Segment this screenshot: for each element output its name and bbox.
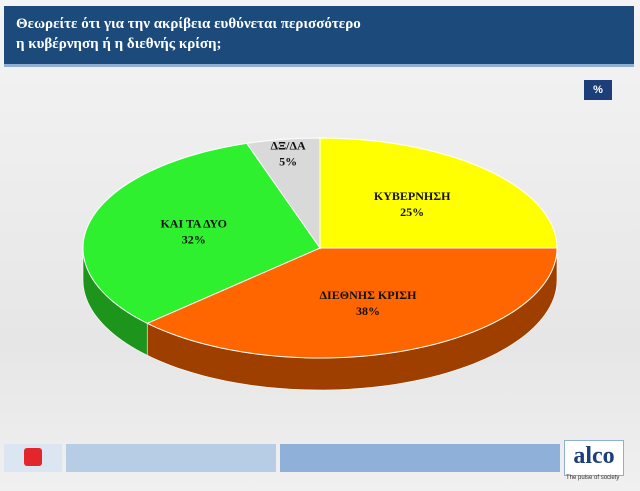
logo: alco <box>564 440 624 476</box>
footer-segment <box>66 444 276 472</box>
footer-segment <box>4 444 62 472</box>
logo-text: alco <box>573 443 615 469</box>
footer: alco <box>4 440 636 476</box>
footer-segment <box>280 444 560 472</box>
header: Θεωρείτε ότι για την ακρίβεια ευθύνεται … <box>4 6 634 67</box>
slice <box>82 142 321 356</box>
chart-title: Θεωρείτε ότι για την ακρίβεια ευθύνεται … <box>16 16 361 52</box>
slice-top <box>245 137 321 250</box>
slice <box>319 137 558 249</box>
tagline: The pulse of society <box>566 475 620 481</box>
data-label: 5% <box>279 154 297 168</box>
slice-top <box>82 142 321 324</box>
slice-label: ΔΞ/ΔΑ <box>271 138 307 152</box>
data-label: 38% <box>356 304 380 318</box>
channel-logo <box>24 448 42 466</box>
slice-top <box>146 247 558 359</box>
unit-badge: % <box>584 80 612 100</box>
slice-label: ΚΥΒΕΡΝΗΣΗ <box>374 189 451 203</box>
slice-label: ΚΑΙ ΤΑ ΔΥΟ <box>160 217 227 231</box>
slice <box>245 137 321 250</box>
slice-label: ΔΙΕΘΝΗΣ ΚΡΙΣΗ <box>320 288 418 302</box>
data-label: 32% <box>182 233 206 247</box>
slice-top <box>319 137 558 249</box>
data-label: 25% <box>400 205 424 219</box>
